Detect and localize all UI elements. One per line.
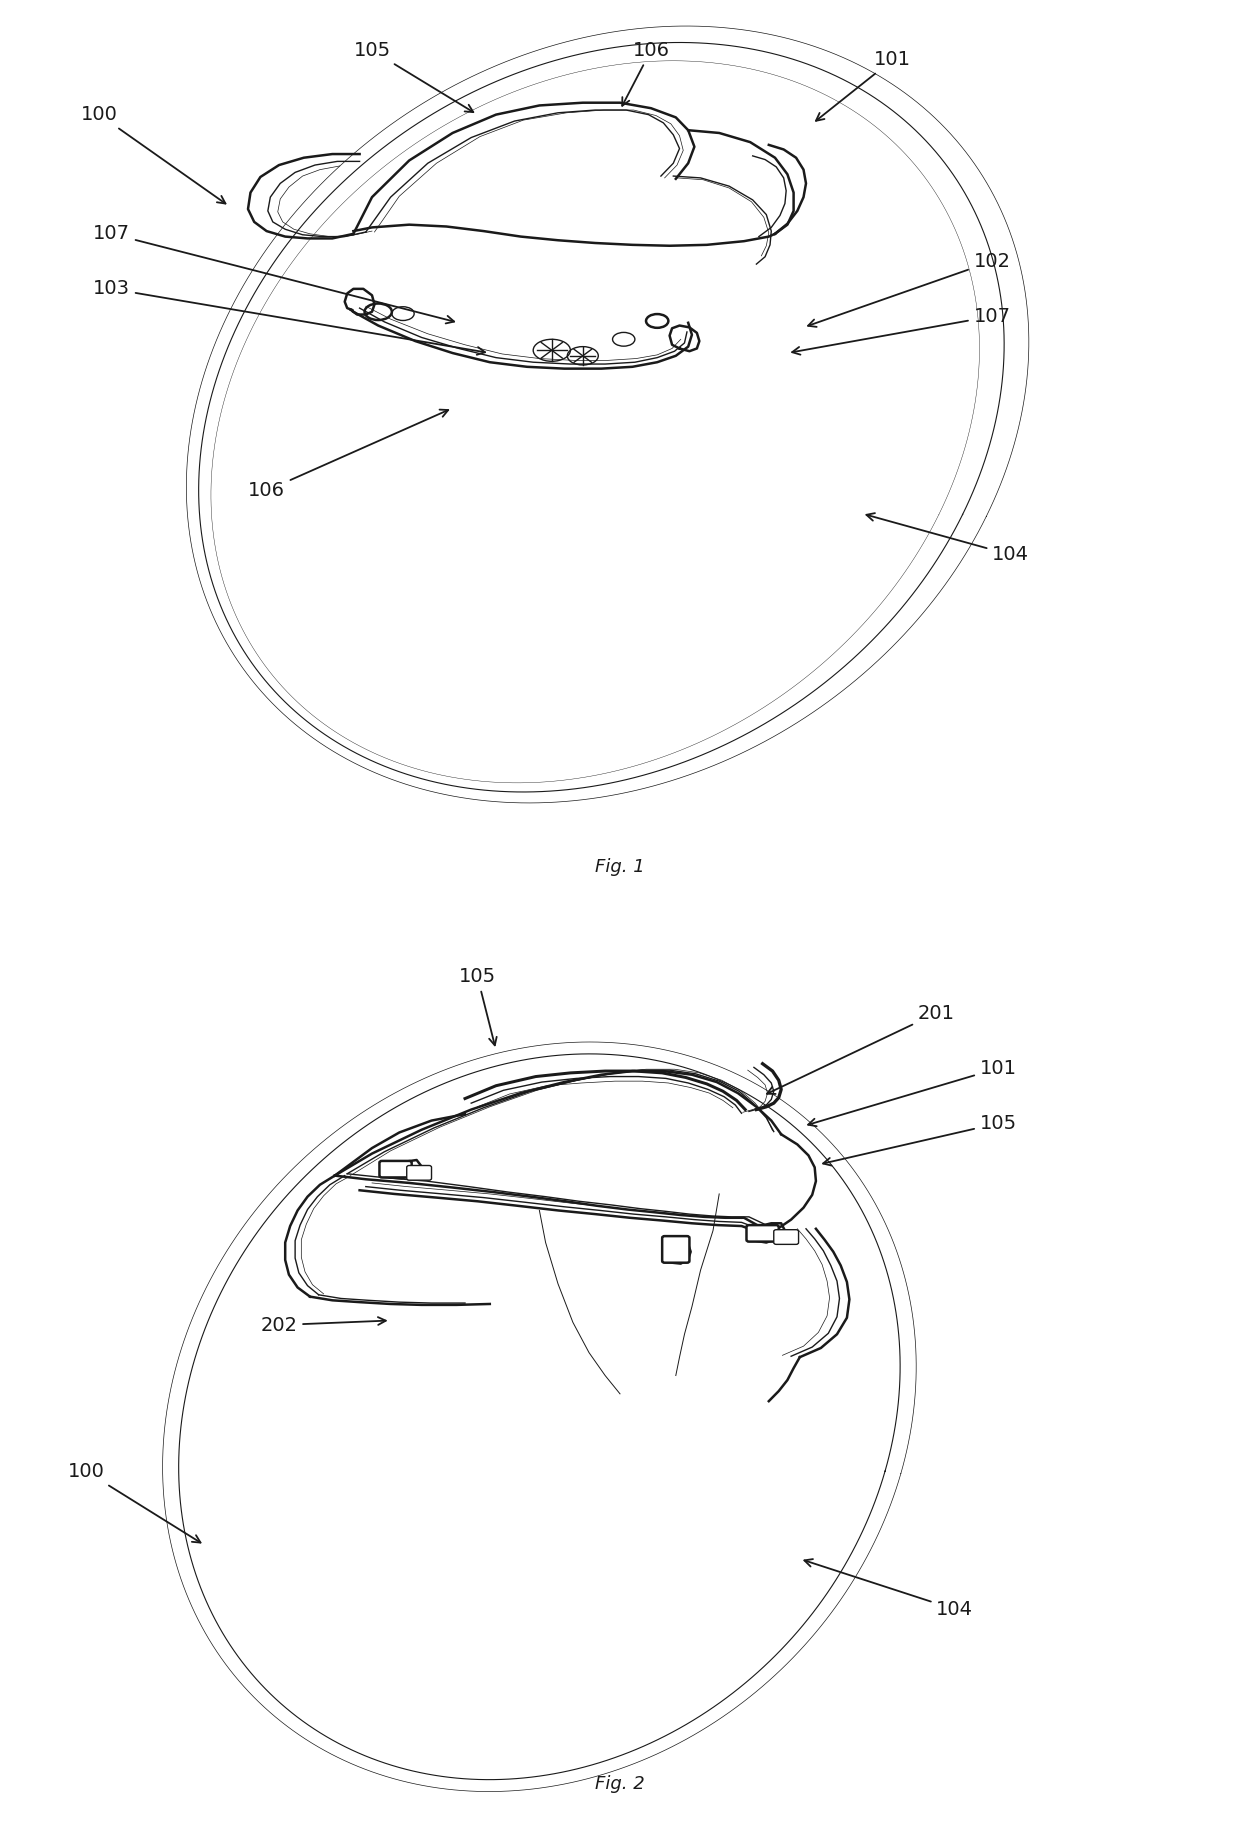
Text: 201: 201	[766, 1003, 955, 1093]
Text: 105: 105	[823, 1113, 1017, 1166]
FancyBboxPatch shape	[407, 1166, 432, 1181]
Text: 107: 107	[792, 306, 1011, 354]
Text: 105: 105	[459, 967, 497, 1045]
FancyBboxPatch shape	[379, 1161, 412, 1177]
Text: 104: 104	[867, 514, 1029, 565]
Text: 100: 100	[68, 1462, 201, 1542]
Text: 106: 106	[622, 40, 670, 106]
Text: Fig. 2: Fig. 2	[595, 1775, 645, 1792]
Text: Fig. 1: Fig. 1	[595, 858, 645, 875]
FancyBboxPatch shape	[774, 1229, 799, 1243]
Text: 100: 100	[81, 105, 226, 204]
Text: 103: 103	[93, 279, 485, 354]
Text: 105: 105	[353, 40, 474, 112]
Text: 202: 202	[260, 1315, 386, 1335]
FancyBboxPatch shape	[662, 1236, 689, 1262]
FancyBboxPatch shape	[746, 1225, 779, 1242]
Text: 107: 107	[93, 224, 454, 323]
Text: 101: 101	[816, 50, 911, 121]
Text: 102: 102	[808, 251, 1011, 326]
Text: 106: 106	[248, 409, 448, 501]
Text: 101: 101	[808, 1058, 1017, 1126]
Text: 104: 104	[805, 1559, 973, 1619]
